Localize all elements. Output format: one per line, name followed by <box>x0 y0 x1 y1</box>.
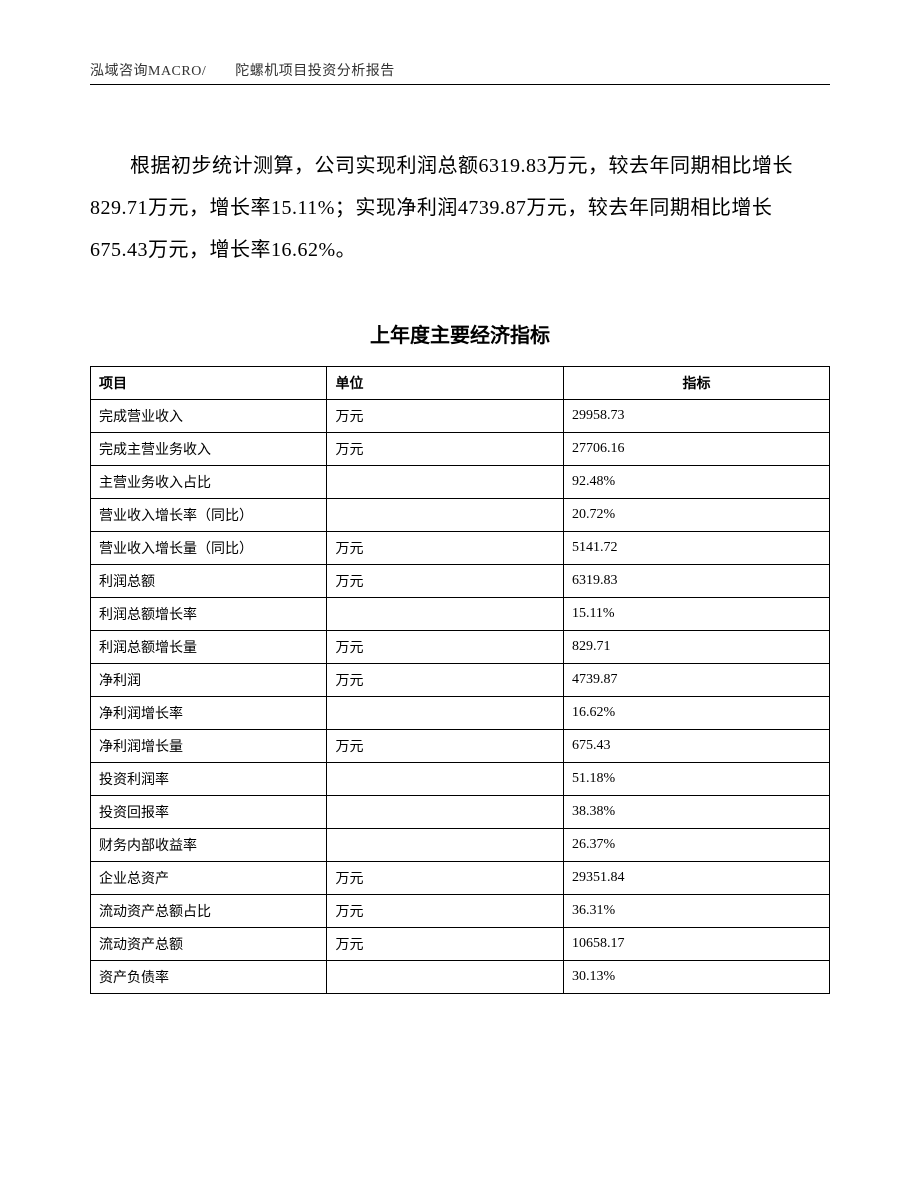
table-title: 上年度主要经济指标 <box>90 319 830 348</box>
cell-unit <box>327 961 563 994</box>
col-header-unit: 单位 <box>327 367 563 400</box>
cell-value: 5141.72 <box>563 532 829 565</box>
cell-unit: 万元 <box>327 433 563 466</box>
table-row: 净利润增长率 16.62% <box>91 697 830 730</box>
cell-value: 29351.84 <box>563 862 829 895</box>
cell-item: 利润总额 <box>91 565 327 598</box>
cell-item: 流动资产总额占比 <box>91 895 327 928</box>
cell-item: 营业收入增长量（同比） <box>91 532 327 565</box>
cell-unit <box>327 598 563 631</box>
cell-item: 利润总额增长率 <box>91 598 327 631</box>
table-row: 完成营业收入万元29958.73 <box>91 400 830 433</box>
cell-value: 51.18% <box>563 763 829 796</box>
table-row: 流动资产总额占比万元36.31% <box>91 895 830 928</box>
cell-item: 投资回报率 <box>91 796 327 829</box>
cell-item: 资产负债率 <box>91 961 327 994</box>
table-row: 营业收入增长量（同比）万元5141.72 <box>91 532 830 565</box>
cell-unit <box>327 499 563 532</box>
cell-unit <box>327 697 563 730</box>
indicators-table: 项目 单位 指标 完成营业收入万元29958.73完成主营业务收入万元27706… <box>90 366 830 994</box>
table-row: 投资利润率 51.18% <box>91 763 830 796</box>
cell-value: 38.38% <box>563 796 829 829</box>
cell-unit: 万元 <box>327 664 563 697</box>
page-header: 泓域咨询MACRO/ 陀螺机项目投资分析报告 <box>90 60 830 80</box>
cell-item: 完成主营业务收入 <box>91 433 327 466</box>
cell-value: 6319.83 <box>563 565 829 598</box>
cell-item: 净利润增长率 <box>91 697 327 730</box>
cell-unit <box>327 829 563 862</box>
summary-paragraph: 根据初步统计测算，公司实现利润总额6319.83万元，较去年同期相比增长829.… <box>90 145 830 271</box>
col-header-item: 项目 <box>91 367 327 400</box>
table-row: 净利润万元4739.87 <box>91 664 830 697</box>
page-container: 泓域咨询MACRO/ 陀螺机项目投资分析报告 根据初步统计测算，公司实现利润总额… <box>0 0 920 1054</box>
cell-unit <box>327 466 563 499</box>
cell-value: 36.31% <box>563 895 829 928</box>
table-row: 资产负债率 30.13% <box>91 961 830 994</box>
header-divider <box>90 84 830 85</box>
cell-unit: 万元 <box>327 862 563 895</box>
cell-unit <box>327 796 563 829</box>
cell-value: 16.62% <box>563 697 829 730</box>
cell-item: 营业收入增长率（同比） <box>91 499 327 532</box>
cell-value: 30.13% <box>563 961 829 994</box>
table-row: 流动资产总额万元10658.17 <box>91 928 830 961</box>
table-row: 投资回报率 38.38% <box>91 796 830 829</box>
table-row: 营业收入增长率（同比） 20.72% <box>91 499 830 532</box>
cell-item: 财务内部收益率 <box>91 829 327 862</box>
table-row: 企业总资产万元29351.84 <box>91 862 830 895</box>
table-row: 完成主营业务收入万元27706.16 <box>91 433 830 466</box>
cell-item: 完成营业收入 <box>91 400 327 433</box>
cell-value: 675.43 <box>563 730 829 763</box>
cell-value: 10658.17 <box>563 928 829 961</box>
cell-unit: 万元 <box>327 565 563 598</box>
cell-value: 27706.16 <box>563 433 829 466</box>
cell-value: 26.37% <box>563 829 829 862</box>
cell-value: 20.72% <box>563 499 829 532</box>
cell-item: 投资利润率 <box>91 763 327 796</box>
cell-value: 92.48% <box>563 466 829 499</box>
cell-value: 15.11% <box>563 598 829 631</box>
cell-value: 29958.73 <box>563 400 829 433</box>
cell-unit <box>327 763 563 796</box>
cell-item: 利润总额增长量 <box>91 631 327 664</box>
col-header-value: 指标 <box>563 367 829 400</box>
table-row: 利润总额增长率 15.11% <box>91 598 830 631</box>
cell-value: 829.71 <box>563 631 829 664</box>
table-row: 利润总额增长量万元829.71 <box>91 631 830 664</box>
table-header-row: 项目 单位 指标 <box>91 367 830 400</box>
cell-unit: 万元 <box>327 895 563 928</box>
cell-unit: 万元 <box>327 730 563 763</box>
cell-item: 流动资产总额 <box>91 928 327 961</box>
cell-unit: 万元 <box>327 928 563 961</box>
cell-unit: 万元 <box>327 532 563 565</box>
cell-unit: 万元 <box>327 400 563 433</box>
cell-item: 净利润 <box>91 664 327 697</box>
table-row: 主营业务收入占比 92.48% <box>91 466 830 499</box>
table-row: 净利润增长量万元675.43 <box>91 730 830 763</box>
cell-item: 主营业务收入占比 <box>91 466 327 499</box>
cell-unit: 万元 <box>327 631 563 664</box>
cell-item: 净利润增长量 <box>91 730 327 763</box>
cell-item: 企业总资产 <box>91 862 327 895</box>
cell-value: 4739.87 <box>563 664 829 697</box>
table-body: 完成营业收入万元29958.73完成主营业务收入万元27706.16主营业务收入… <box>91 400 830 994</box>
table-row: 利润总额万元6319.83 <box>91 565 830 598</box>
table-row: 财务内部收益率 26.37% <box>91 829 830 862</box>
